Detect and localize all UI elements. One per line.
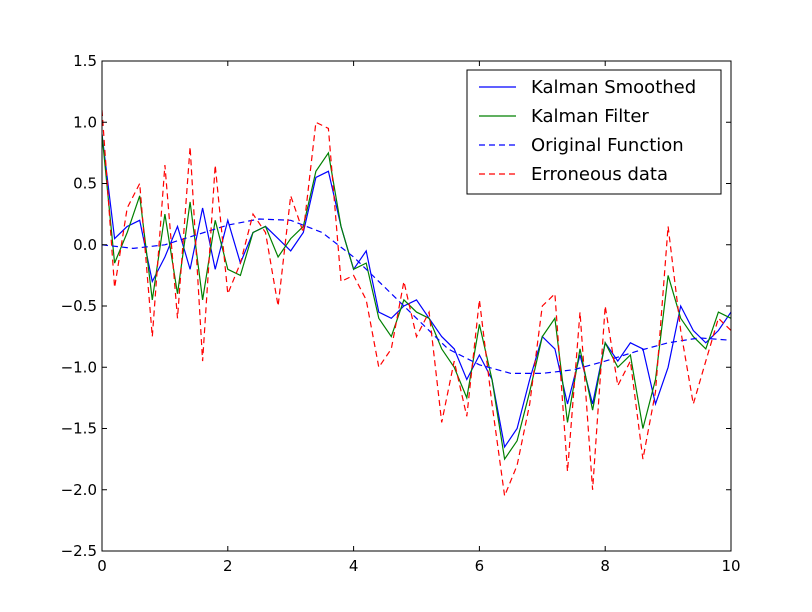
x-tick-label: 2	[223, 557, 233, 575]
y-tick-label: −0.5	[61, 297, 97, 315]
series-line-kalman-filter	[102, 134, 731, 461]
x-tick-label: 4	[349, 557, 359, 575]
x-tick-label: 8	[600, 557, 610, 575]
legend-label-original-function: Original Function	[531, 135, 684, 156]
series-line-kalman-smoothed	[102, 134, 731, 449]
legend-box	[466, 69, 722, 195]
x-axis: 0 2 4 6 8 10	[97, 61, 741, 575]
legend-label-kalman-smoothed: Kalman Smoothed	[531, 77, 696, 98]
legend-label-erroneous-data: Erroneous data	[531, 164, 668, 185]
y-tick-label: −1.0	[61, 358, 97, 376]
series-line-original-function	[102, 218, 731, 374]
y-tick-label: −2.5	[61, 542, 97, 560]
y-tick-label: 1.0	[73, 113, 97, 131]
y-tick-label: 0.0	[73, 236, 97, 254]
y-tick-label: −1.5	[61, 420, 97, 438]
y-tick-label: −2.0	[61, 481, 97, 499]
legend-label-kalman-filter: Kalman Filter	[531, 106, 649, 127]
x-tick-label: 10	[721, 557, 740, 575]
series-line-erroneous-data	[102, 109, 731, 499]
y-tick-label: 0.5	[73, 175, 97, 193]
y-tick-label: 1.5	[73, 52, 97, 70]
y-axis: 1.5 1.0 0.5 0.0 −0.5 −1.0 −1.5 −2.0 −2.5	[61, 52, 731, 560]
series-layer	[102, 109, 731, 499]
x-tick-label: 0	[97, 557, 107, 575]
x-tick-label: 6	[475, 557, 485, 575]
legend: Kalman Smoothed Kalman Filter Original Fun…	[466, 69, 722, 195]
